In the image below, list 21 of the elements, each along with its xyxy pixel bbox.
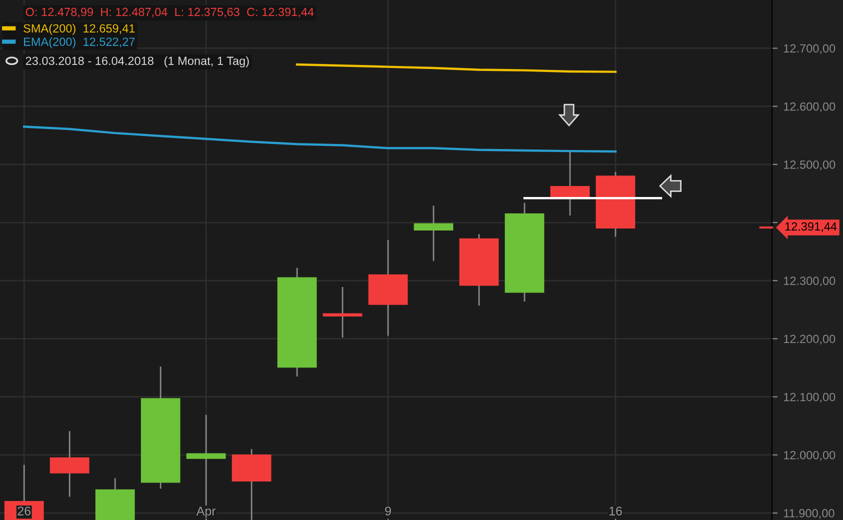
line-series	[296, 63, 617, 73]
x-tick-label: 9	[385, 506, 391, 516]
y-tick-label: 12.000,00	[784, 450, 836, 461]
y-tick-label: 12.600,00	[784, 102, 836, 112]
y-tick-label: 12.500,00	[784, 160, 836, 170]
x-tick-label: 26	[18, 506, 31, 516]
y-tick-label: 12.700,00	[784, 44, 836, 54]
legend-label: EMA(200) 12.522,27	[24, 37, 135, 48]
y-tick-label: 12.200,00	[784, 334, 836, 345]
x-tick-label: Apr	[196, 506, 216, 518]
x-tick-label: 16	[610, 506, 622, 516]
candlestick	[414, 204, 454, 262]
text: 23.03.2018 - 16.04.2018 (1 Monat, 1 Tag)	[26, 56, 249, 68]
y-tick-label: 12.100,00	[784, 392, 836, 403]
legend-label: SMA(200) 12.659,41	[24, 24, 135, 35]
y-tick-label: 12.300,00	[784, 276, 836, 286]
candlestick	[322, 286, 362, 338]
line-series	[23, 126, 617, 153]
y-tick-label: 11.900,00	[784, 509, 834, 519]
ref-line-label: 12.391,44	[785, 222, 837, 232]
text: O: 12.478,99 H: 12.487,04 L: 12.375,63 C: 12.391,44	[26, 8, 314, 18]
